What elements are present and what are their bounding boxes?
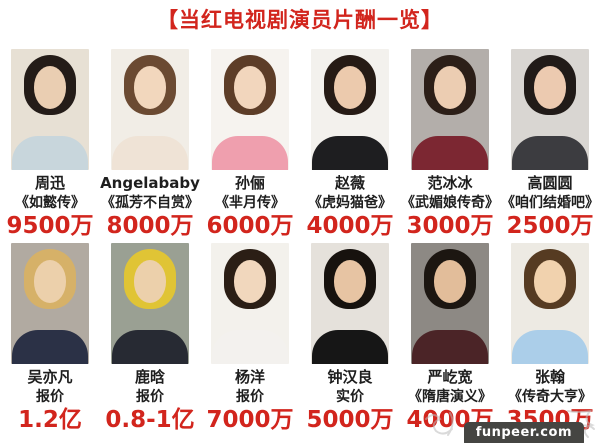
actor-card: 周迅 《如懿传》 9500万 (0, 49, 100, 240)
actor-work: 《咱们结婚吧》 (501, 195, 599, 211)
actor-photo (411, 243, 489, 364)
actor-card: 赵薇 《虎妈猫爸》 4000万 (300, 49, 400, 240)
face-shape (334, 66, 366, 109)
page-title: 【当红电视剧演员片酬一览】 (157, 8, 443, 32)
actor-photo (111, 49, 189, 170)
torso-shape (412, 136, 488, 170)
actor-pay: 2500万 (506, 213, 594, 239)
face-shape (434, 66, 466, 109)
actor-work: 报价 (36, 389, 64, 405)
actor-name: 孙俪 (234, 174, 265, 192)
actor-name: 吴亦凡 (27, 368, 73, 386)
actor-work: 《武媚娘传奇》 (401, 195, 499, 211)
face-shape (334, 260, 366, 303)
actor-name: 赵薇 (334, 174, 365, 192)
actor-card: 高圆圆 《咱们结婚吧》 2500万 (500, 49, 600, 240)
actor-work: 《隋唐演义》 (408, 389, 492, 405)
actor-name: 高圆圆 (527, 174, 573, 192)
actor-work: 实价 (336, 389, 364, 405)
torso-shape (112, 330, 188, 364)
actor-photo (411, 49, 489, 170)
actor-photo (11, 243, 89, 364)
actor-card: 钟汉良 实价 5000万 (300, 243, 400, 434)
actor-card: 孙俪 《芈月传》 6000万 (200, 49, 300, 240)
face-shape (34, 66, 66, 109)
actor-pay: 7000万 (206, 407, 294, 433)
actor-card: Angelababy 《孤芳不自赏》 8000万 (100, 49, 200, 240)
actor-pay: 6000万 (206, 213, 294, 239)
face-shape (134, 260, 166, 303)
actor-name: Angelababy (100, 174, 200, 192)
torso-shape (112, 136, 188, 170)
torso-shape (212, 136, 288, 170)
actor-photo (111, 243, 189, 364)
actor-work: 报价 (236, 389, 264, 405)
face-shape (34, 260, 66, 303)
torso-shape (412, 330, 488, 364)
actor-pay: 8000万 (106, 213, 194, 239)
actor-work: 《芈月传》 (215, 195, 285, 211)
actor-grid: 周迅 《如懿传》 9500万 Angelababy 《孤芳不自赏》 8000万 … (0, 49, 600, 434)
torso-shape (12, 136, 88, 170)
actor-work: 《孤芳不自赏》 (101, 195, 199, 211)
actor-card: 范冰冰 《武媚娘传奇》 3000万 (400, 49, 500, 240)
actor-name: 范冰冰 (427, 174, 473, 192)
actor-card: 张翰 《传奇大亨》 3500万 (500, 243, 600, 434)
face-shape (234, 66, 266, 109)
actor-pay: 3000万 (406, 213, 494, 239)
face-shape (534, 66, 566, 109)
actor-work: 报价 (136, 389, 164, 405)
actor-pay: 9500万 (6, 213, 94, 239)
actor-photo (211, 49, 289, 170)
actor-pay: 0.8-1亿 (105, 407, 195, 433)
torso-shape (12, 330, 88, 364)
actor-card: 杨洋 报价 7000万 (200, 243, 300, 434)
actor-work: 《如懿传》 (15, 195, 85, 211)
torso-shape (312, 330, 388, 364)
face-shape (434, 260, 466, 303)
face-shape (534, 260, 566, 303)
actor-work: 《虎妈猫爸》 (308, 195, 392, 211)
actor-name: 严屹宽 (427, 368, 473, 386)
actor-name: 鹿晗 (134, 368, 165, 386)
actor-card: 严屹宽 《隋唐演义》 4000万 (400, 243, 500, 434)
actor-pay: 4000万 (306, 213, 394, 239)
actor-pay: 5000万 (306, 407, 394, 433)
actor-pay: 1.2亿 (18, 407, 82, 433)
actor-name: 钟汉良 (327, 368, 373, 386)
actor-photo (511, 49, 589, 170)
actor-photo (511, 243, 589, 364)
torso-shape (512, 330, 588, 364)
torso-shape (212, 330, 288, 364)
torso-shape (312, 136, 388, 170)
actor-name: 张翰 (534, 368, 565, 386)
actor-card: 吴亦凡 报价 1.2亿 (0, 243, 100, 434)
face-shape (134, 66, 166, 109)
actor-card: 鹿晗 报价 0.8-1亿 (100, 243, 200, 434)
actor-work: 《传奇大亨》 (508, 389, 592, 405)
face-shape (234, 260, 266, 303)
torso-shape (512, 136, 588, 170)
actor-photo (211, 243, 289, 364)
actor-name: 杨洋 (234, 368, 265, 386)
actor-photo (311, 243, 389, 364)
actor-photo (311, 49, 389, 170)
funpeer-watermark-badge: funpeer.com (463, 422, 584, 443)
actor-photo (11, 49, 89, 170)
actor-name: 周迅 (34, 174, 65, 192)
